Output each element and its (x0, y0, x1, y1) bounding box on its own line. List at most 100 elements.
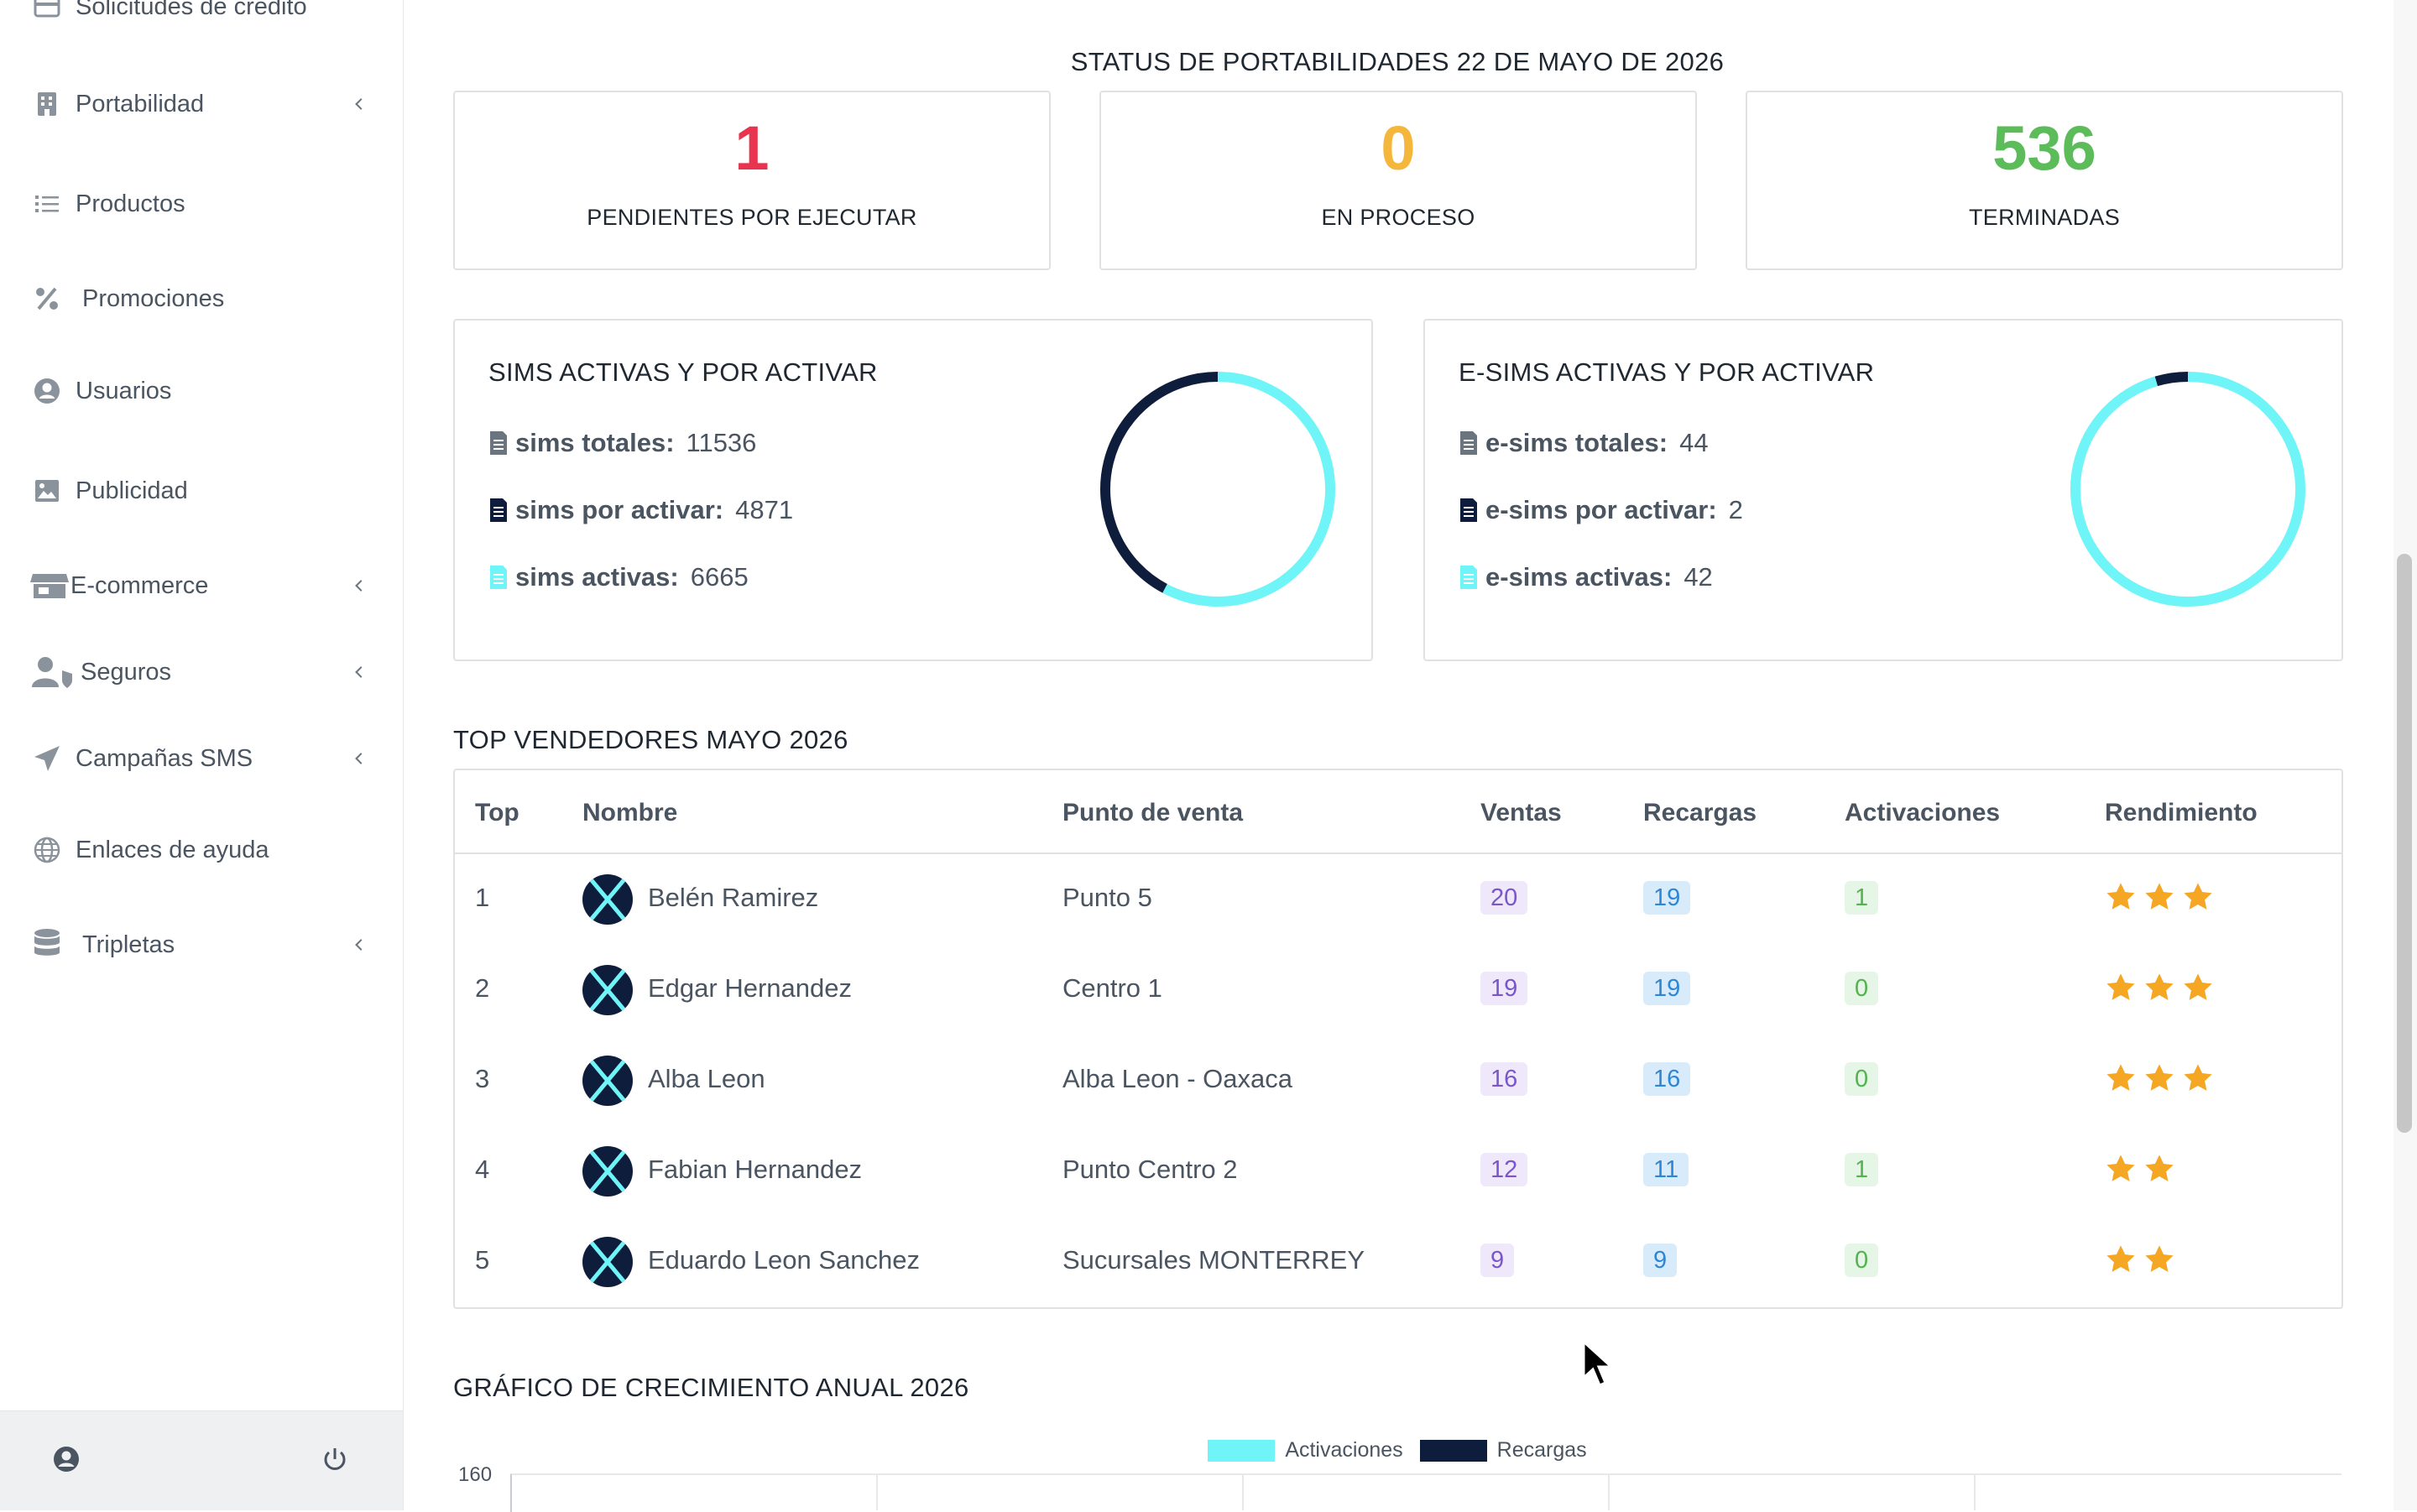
list-icon (30, 187, 64, 221)
cell-nombre: Fabian Hernandez (648, 1155, 863, 1184)
sidebar-item-seguros[interactable]: Seguros (30, 647, 373, 697)
chevron-left-icon (346, 659, 373, 686)
donut-segment-por-activar[interactable] (1100, 372, 1219, 593)
legend-swatch (1419, 1439, 1487, 1462)
rendimiento-stars (2105, 881, 2221, 913)
ventas-badge: 19 (1480, 972, 1528, 1005)
star-icon (2143, 972, 2175, 1004)
table-row: 4 Fabian Hernandez Punto Centro 2 12 11 1 (455, 1126, 2341, 1217)
logout-button[interactable] (317, 1443, 352, 1478)
sidebar-item-portabilidad[interactable]: Portabilidad (30, 79, 373, 129)
sims-por-activar-row: sims por activar: 4871 (488, 495, 793, 525)
esims-value: 44 (1679, 428, 1709, 457)
y-axis-tick-label: 160 (458, 1463, 493, 1486)
chart-legend: Activaciones Recargas (453, 1438, 2341, 1462)
legend-label: Recargas (1496, 1438, 1587, 1462)
sidebar-item-publicidad[interactable]: Publicidad (30, 466, 373, 516)
cell-top: 3 (475, 1064, 490, 1093)
sidebar-item-label: Solicitudes de crédito (76, 0, 307, 20)
percent-icon (30, 282, 64, 315)
recargas-badge: 19 (1643, 881, 1691, 915)
sim-card-icon (1460, 498, 1477, 522)
cell-punto-venta: Punto Centro 2 (1062, 1155, 1238, 1184)
sidebar-item-productos[interactable]: Productos (30, 179, 373, 229)
mouse-cursor-icon (1582, 1339, 1615, 1387)
sims-value: 11536 (686, 428, 757, 457)
table-row: 2 Edgar Hernandez Centro 1 19 19 0 (455, 945, 2341, 1035)
star-icon (2105, 881, 2137, 913)
column-header-ventas: Ventas (1480, 799, 1562, 826)
top-vendedores-table: Top Nombre Punto de venta Ventas Recarga… (453, 769, 2343, 1309)
sidebar-item-solicitudes-credito[interactable]: Solicitudes de crédito (30, 0, 373, 32)
column-header-nombre: Nombre (582, 799, 678, 826)
user-shield-icon (30, 655, 74, 689)
chart-plot-area (510, 1473, 2341, 1512)
cell-nombre: Belén Ramirez (648, 883, 819, 912)
store-icon (30, 569, 69, 602)
database-icon (30, 928, 64, 962)
sims-activas-row: sims activas: 6665 (488, 562, 749, 592)
legend-item-activaciones[interactable]: Activaciones (1208, 1438, 1403, 1462)
star-icon (2105, 972, 2137, 1004)
rendimiento-stars (2105, 1243, 2182, 1275)
table-header-divider (455, 852, 2341, 854)
sidebar-item-promociones[interactable]: Promociones (30, 274, 373, 324)
sidebar-item-enlaces-ayuda[interactable]: Enlaces de ayuda (30, 825, 373, 875)
cell-top: 4 (475, 1155, 490, 1184)
column-header-activaciones: Activaciones (1845, 799, 2001, 826)
chevron-left-icon (346, 931, 373, 958)
stat-card-pendientes: 1 PENDIENTES POR EJECUTAR (453, 91, 1051, 270)
esims-card: E-SIMS ACTIVAS Y POR ACTIVAR e-sims tota… (1423, 319, 2343, 661)
sidebar-item-usuarios[interactable]: Usuarios (30, 366, 373, 416)
sidebar-item-label: Portabilidad (76, 90, 205, 117)
sims-key: sims por activar: (515, 495, 724, 524)
donut-segment-activas[interactable] (2070, 372, 2305, 607)
sidebar-item-label: Productos (76, 190, 185, 217)
sidebar-item-label: Publicidad (76, 477, 188, 504)
building-icon (30, 87, 64, 121)
rendimiento-stars (2105, 972, 2221, 1004)
chevron-left-icon (346, 91, 373, 117)
chart-gridline (1608, 1473, 1610, 1510)
star-icon (2143, 881, 2175, 913)
star-icon (2143, 1243, 2175, 1275)
sidebar-item-label: Promociones (82, 284, 225, 312)
chart-gridline (876, 1473, 878, 1510)
sims-card: SIMS ACTIVAS Y POR ACTIVAR sims totales:… (453, 319, 1373, 661)
column-header-punto-venta: Punto de venta (1062, 799, 1244, 826)
sims-title: SIMS ACTIVAS Y POR ACTIVAR (488, 357, 878, 387)
avatar (582, 1146, 633, 1197)
sim-card-icon (1460, 566, 1477, 589)
star-icon (2182, 881, 2214, 913)
stat-value: 0 (1381, 113, 1416, 183)
table-row: 5 Eduardo Leon Sanchez Sucursales MONTERRE… (455, 1217, 2341, 1307)
donut-segment-por-activar[interactable] (2154, 372, 2189, 387)
sim-card-icon (490, 566, 507, 589)
stat-label: PENDIENTES POR EJECUTAR (587, 205, 917, 230)
esims-key: e-sims activas: (1485, 562, 1673, 592)
ventas-badge: 16 (1480, 1062, 1528, 1096)
scrollbar-thumb[interactable] (2397, 554, 2412, 1133)
sims-key: sims totales: (515, 428, 675, 457)
paper-plane-icon (30, 742, 64, 775)
profile-button[interactable] (49, 1443, 84, 1478)
rendimiento-stars (2105, 1062, 2221, 1094)
sidebar-item-label: Enlaces de ayuda (76, 836, 269, 863)
stat-value: 1 (734, 113, 770, 183)
ventas-badge: 20 (1480, 881, 1528, 915)
sims-value: 4871 (735, 495, 794, 524)
sidebar-item-ecommerce[interactable]: E-commerce (30, 560, 373, 611)
stat-value: 536 (1992, 113, 2096, 183)
avatar (582, 1056, 633, 1106)
sidebar-footer (0, 1410, 403, 1510)
credit-card-icon (30, 0, 64, 23)
donut-segment-activas[interactable] (1162, 372, 1335, 607)
sidebar-item-tripletas[interactable]: Tripletas (30, 920, 373, 970)
sims-value: 6665 (690, 562, 749, 592)
sim-card-icon (490, 498, 507, 522)
recargas-badge: 19 (1643, 972, 1691, 1005)
sidebar-item-campanas-sms[interactable]: Campañas SMS (30, 733, 373, 784)
star-icon (2105, 1243, 2137, 1275)
recargas-badge: 16 (1643, 1062, 1691, 1096)
legend-item-recargas[interactable]: Recargas (1419, 1438, 1587, 1462)
